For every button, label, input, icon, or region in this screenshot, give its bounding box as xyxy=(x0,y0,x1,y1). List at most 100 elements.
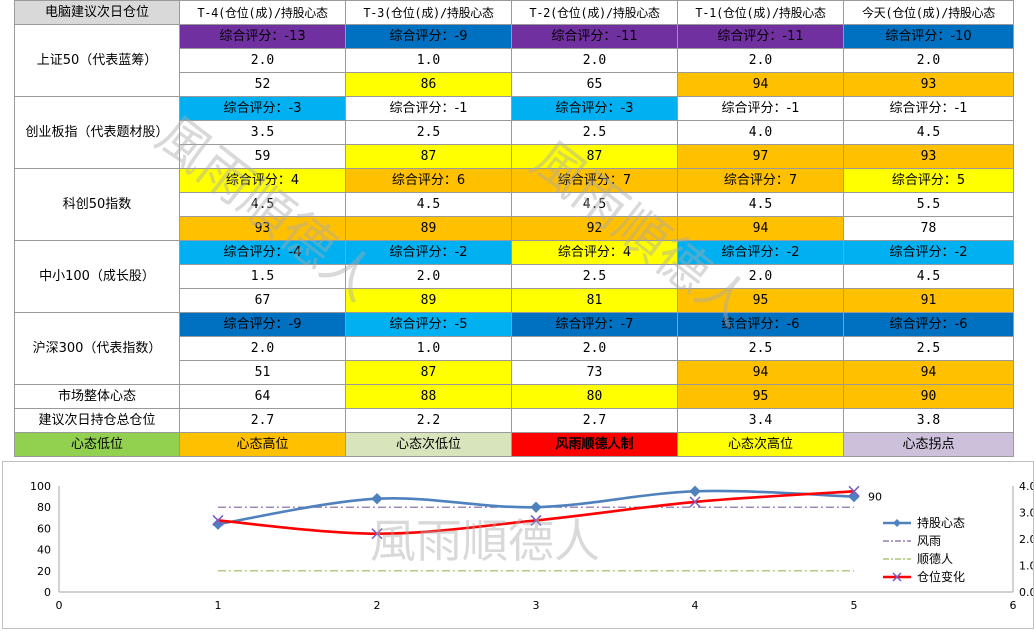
mood-cell: 67 xyxy=(179,288,346,313)
market-mood-cell: 64 xyxy=(179,384,346,409)
y-tick-label: 60 xyxy=(37,522,51,535)
mood-cell: 87 xyxy=(345,360,512,385)
color-legend-cell: 心态高位 xyxy=(179,432,346,457)
position-cell: 2.0 xyxy=(511,48,678,73)
y-tick-label: 80 xyxy=(37,501,51,514)
score-cell: 综合评分：5 xyxy=(843,168,1014,193)
position-cell: 2.5 xyxy=(843,336,1014,361)
position-cell: 4.5 xyxy=(179,192,346,217)
score-cell: 综合评分：-1 xyxy=(843,96,1014,121)
column-header: T-3(仓位(成)/持股心态 xyxy=(345,0,512,25)
data-point xyxy=(530,514,542,526)
mood-cell: 87 xyxy=(345,144,512,169)
chart-area: 0 20 40 60 80 100 0.00 1.00 2.00 3.00 4.00 0 1 2 3 4 5 6 9… xyxy=(2,461,1034,629)
data-point xyxy=(530,501,542,513)
score-cell: 综合评分：-1 xyxy=(677,96,844,121)
total-position-cell: 2.2 xyxy=(345,408,512,433)
mood-cell: 51 xyxy=(179,360,346,385)
position-cell: 4.5 xyxy=(843,264,1014,289)
y-tick-label: 40 xyxy=(37,544,51,557)
total-position-cell: 2.7 xyxy=(179,408,346,433)
x-tick-label: 1 xyxy=(215,599,222,612)
column-header: T-4(仓位(成)/持股心态 xyxy=(179,0,346,25)
y2-tick-label: 4.00 xyxy=(1019,480,1033,493)
position-cell: 2.0 xyxy=(677,48,844,73)
data-point xyxy=(689,485,701,498)
data-point xyxy=(371,493,383,505)
mood-cell: 94 xyxy=(677,216,844,241)
score-cell: 综合评分：-7 xyxy=(511,312,678,337)
data-point xyxy=(848,490,860,503)
color-legend-cell: 心态次低位 xyxy=(345,432,512,457)
column-header: T-1(仓位(成)/持股心态 xyxy=(677,0,844,25)
market-mood-cell: 80 xyxy=(511,384,678,409)
total-position-cell: 3.8 xyxy=(843,408,1014,433)
y-tick-label: 20 xyxy=(37,565,51,578)
data-point xyxy=(371,528,383,540)
market-mood-cell: 95 xyxy=(677,384,844,409)
color-legend-cell: 心态次高位 xyxy=(677,432,844,457)
legend-label: 风雨 xyxy=(917,534,941,548)
color-legend-cell: 心态低位 xyxy=(14,432,180,457)
score-cell: 综合评分：-3 xyxy=(179,96,346,121)
mood-cell: 93 xyxy=(843,144,1014,169)
score-cell: 综合评分：-11 xyxy=(677,24,844,49)
score-cell: 综合评分：6 xyxy=(345,168,512,193)
score-cell: 综合评分：4 xyxy=(179,168,346,193)
legend-label: 持股心态 xyxy=(917,515,965,530)
index-label: 科创50指数 xyxy=(14,168,180,241)
mood-cell: 93 xyxy=(843,72,1014,97)
y2-tick-label: 2.00 xyxy=(1019,533,1033,546)
index-label: 上证50（代表蓝筹） xyxy=(14,24,180,97)
total-position-label: 建议次日持仓总仓位 xyxy=(14,408,180,433)
position-cell: 4.0 xyxy=(677,120,844,145)
position-cell: 2.0 xyxy=(179,336,346,361)
position-cell: 4.5 xyxy=(677,192,844,217)
mood-cell: 91 xyxy=(843,288,1014,313)
mood-cell: 89 xyxy=(345,288,512,313)
mood-cell: 87 xyxy=(511,144,678,169)
mood-cell: 95 xyxy=(677,288,844,313)
score-cell: 综合评分：-9 xyxy=(179,312,346,337)
legend-marker xyxy=(893,519,901,527)
column-header: T-2(仓位(成)/持股心态 xyxy=(511,0,678,25)
score-cell: 综合评分：-2 xyxy=(843,240,1014,265)
position-cell: 2.0 xyxy=(843,48,1014,73)
x-tick-label: 5 xyxy=(851,599,858,612)
score-cell: 综合评分：-2 xyxy=(677,240,844,265)
score-cell: 综合评分：7 xyxy=(677,168,844,193)
position-cell: 2.5 xyxy=(511,264,678,289)
mood-cell: 92 xyxy=(511,216,678,241)
total-position-cell: 3.4 xyxy=(677,408,844,433)
x-tick-label: 4 xyxy=(692,599,699,612)
score-cell: 综合评分：-4 xyxy=(179,240,346,265)
position-cell: 1.0 xyxy=(345,48,512,73)
legend-label: 仓位变化 xyxy=(917,569,965,584)
score-cell: 综合评分：-3 xyxy=(511,96,678,121)
position-cell: 3.5 xyxy=(179,120,346,145)
mood-cell: 97 xyxy=(677,144,844,169)
position-cell: 2.5 xyxy=(345,120,512,145)
data-point xyxy=(212,514,224,526)
position-cell: 2.5 xyxy=(511,120,678,145)
line-chart: 0 20 40 60 80 100 0.00 1.00 2.00 3.00 4.00 0 1 2 3 4 5 6 9… xyxy=(30,480,1034,612)
position-cell: 2.0 xyxy=(511,336,678,361)
score-cell: 综合评分：-1 xyxy=(345,96,512,121)
position-cell: 1.5 xyxy=(179,264,346,289)
market-mood-label: 市场整体心态 xyxy=(14,384,180,409)
position-cell: 2.0 xyxy=(677,264,844,289)
y-tick-label: 100 xyxy=(30,480,51,493)
position-cell: 4.5 xyxy=(345,192,512,217)
y2-tick-label: 1.00 xyxy=(1019,560,1033,573)
data-point xyxy=(848,485,860,497)
position-cell: 2.5 xyxy=(677,336,844,361)
score-cell: 综合评分：-5 xyxy=(345,312,512,337)
mood-cell: 78 xyxy=(843,216,1014,241)
score-cell: 综合评分：-11 xyxy=(511,24,678,49)
score-cell: 综合评分：-13 xyxy=(179,24,346,49)
legend-marker xyxy=(892,572,902,582)
legend-label: 顺德人 xyxy=(917,551,953,566)
index-label: 中小100（成长股） xyxy=(14,240,180,313)
score-cell: 综合评分：4 xyxy=(511,240,678,265)
score-cell: 综合评分：-9 xyxy=(345,24,512,49)
